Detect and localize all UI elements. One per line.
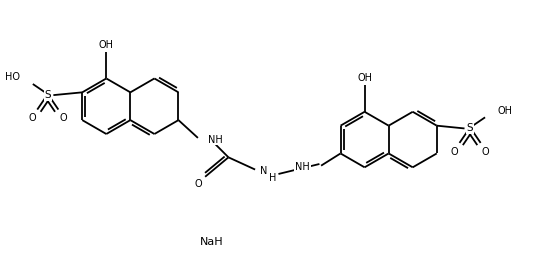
Text: S: S <box>45 90 51 100</box>
Text: O: O <box>60 113 67 124</box>
Text: N: N <box>260 166 267 176</box>
Text: HO: HO <box>5 72 20 82</box>
Text: O: O <box>451 147 458 157</box>
Text: NH: NH <box>208 135 223 144</box>
Text: S: S <box>467 124 473 133</box>
Text: NaH: NaH <box>200 237 224 247</box>
Text: O: O <box>194 179 202 189</box>
Text: O: O <box>482 147 490 157</box>
Text: OH: OH <box>99 40 114 50</box>
Text: O: O <box>28 113 36 124</box>
Text: OH: OH <box>498 106 513 116</box>
Text: H: H <box>269 173 276 183</box>
Text: OH: OH <box>357 73 372 83</box>
Text: NH: NH <box>295 162 310 172</box>
